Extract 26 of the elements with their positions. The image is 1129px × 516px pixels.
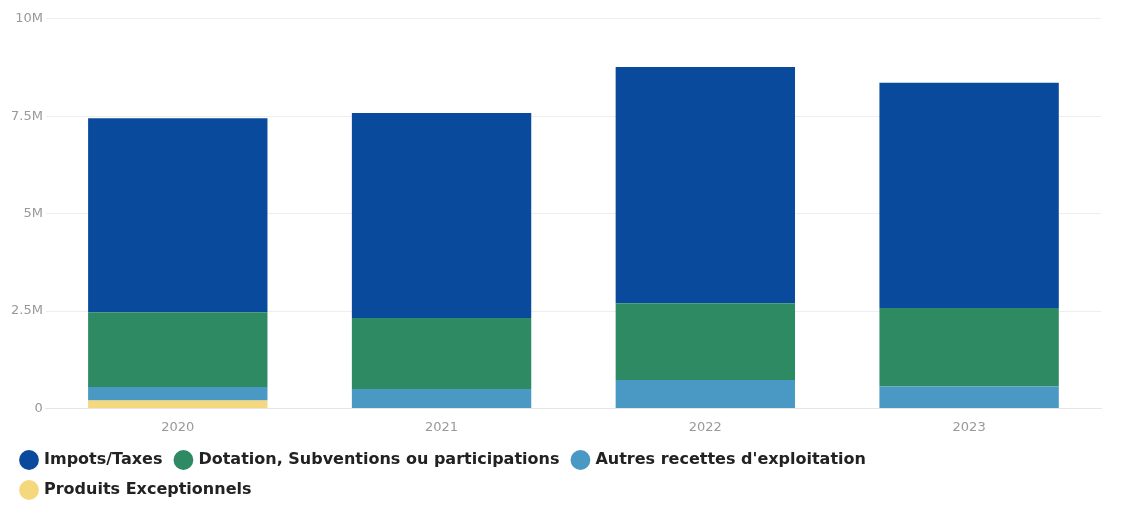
bar: [615, 303, 796, 380]
legend-label: Autres recettes d'exploitation: [595, 449, 866, 469]
bar: [879, 307, 1059, 387]
bar: [615, 67, 796, 304]
y-tick-label: 0: [34, 399, 43, 415]
bar: [351, 388, 532, 408]
bar: [88, 312, 268, 387]
bar: [879, 82, 1059, 308]
bar: [88, 386, 268, 401]
x-tick-label: 2020: [161, 418, 195, 434]
y-tick-label: 5M: [23, 204, 43, 220]
x-tick-label: 2021: [425, 418, 459, 434]
bar: [351, 318, 532, 389]
bar: [879, 386, 1059, 408]
bar: [351, 113, 532, 319]
legend-label: Impots/Taxes: [44, 449, 163, 469]
x-tick-label: 2023: [952, 418, 986, 434]
y-tick-label: 7.5M: [11, 107, 43, 123]
x-tick-label: 2022: [688, 418, 722, 434]
y-tick-label: 10M: [15, 10, 43, 26]
bar: [615, 379, 796, 408]
bar: [88, 400, 268, 408]
legend-label: Dotation, Subventions ou participations: [198, 449, 560, 469]
y-tick-label: 2.5M: [11, 302, 43, 318]
legend-label: Produits Exceptionnels: [44, 479, 252, 499]
bar: [88, 118, 268, 313]
